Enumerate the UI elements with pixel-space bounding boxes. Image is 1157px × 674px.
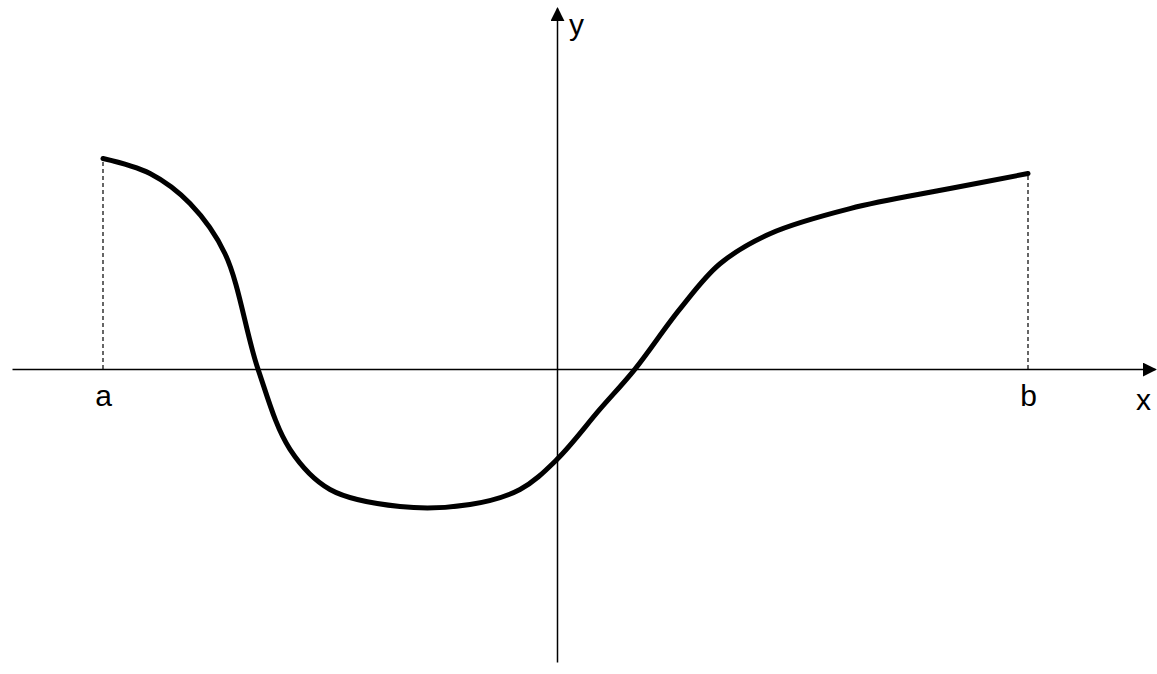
function-curve (103, 158, 1028, 507)
end-guide (102, 158, 103, 369)
y-axis (557, 9, 558, 663)
end-guide (1027, 174, 1028, 370)
x-tick-label: b (1020, 379, 1037, 412)
y-axis-line (557, 9, 559, 663)
plot-area (103, 158, 1028, 507)
x-tick: b (1020, 369, 1037, 412)
chart: abxy (0, 0, 1157, 674)
end-guides (103, 158, 1028, 369)
x-axis-title: x (1136, 383, 1151, 416)
x-tick: a (95, 369, 112, 412)
x-axis-line (13, 369, 1156, 371)
x-axis: ab (13, 369, 1156, 412)
y-axis-title: y (569, 8, 584, 41)
x-tick-label: a (95, 379, 112, 412)
